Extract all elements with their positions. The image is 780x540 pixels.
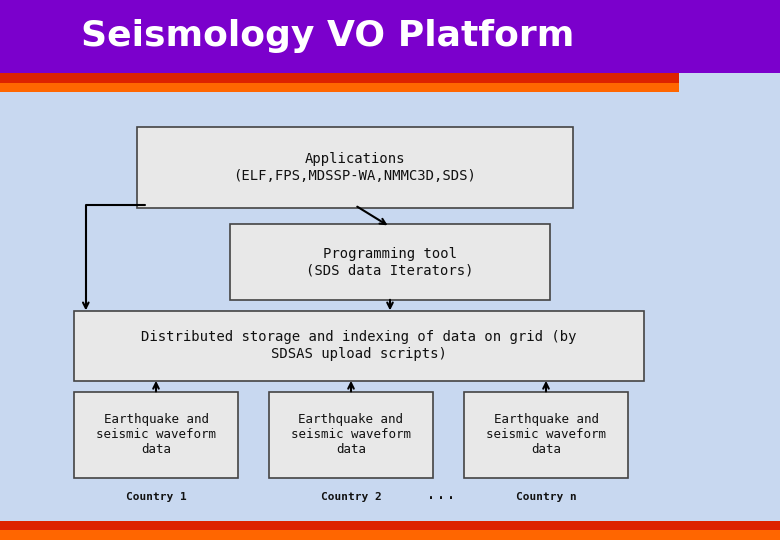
FancyBboxPatch shape — [74, 310, 644, 381]
FancyBboxPatch shape — [230, 224, 550, 300]
Text: Country 2: Country 2 — [321, 492, 381, 502]
Text: Applications
(ELF,FPS,MDSSP-WA,NMMC3D,SDS): Applications (ELF,FPS,MDSSP-WA,NMMC3D,SD… — [233, 152, 477, 183]
Text: Earthquake and
seismic waveform
data: Earthquake and seismic waveform data — [486, 413, 606, 456]
Text: Distributed storage and indexing of data on grid (by
SDSAS upload scripts): Distributed storage and indexing of data… — [141, 330, 576, 361]
FancyBboxPatch shape — [0, 83, 679, 92]
Text: Country n: Country n — [516, 492, 576, 502]
Text: Programming tool
(SDS data Iterators): Programming tool (SDS data Iterators) — [307, 247, 473, 277]
Text: Country 1: Country 1 — [126, 492, 186, 502]
FancyBboxPatch shape — [0, 530, 780, 540]
FancyBboxPatch shape — [0, 521, 780, 530]
FancyBboxPatch shape — [74, 392, 238, 478]
FancyBboxPatch shape — [269, 392, 433, 478]
FancyBboxPatch shape — [0, 73, 679, 83]
Text: Seismology VO Platform: Seismology VO Platform — [81, 19, 574, 53]
Text: Earthquake and
seismic waveform
data: Earthquake and seismic waveform data — [291, 413, 411, 456]
FancyBboxPatch shape — [0, 0, 780, 73]
FancyBboxPatch shape — [464, 392, 628, 478]
FancyBboxPatch shape — [136, 127, 573, 208]
Text: ...: ... — [426, 485, 456, 503]
Text: Earthquake and
seismic waveform
data: Earthquake and seismic waveform data — [96, 413, 216, 456]
